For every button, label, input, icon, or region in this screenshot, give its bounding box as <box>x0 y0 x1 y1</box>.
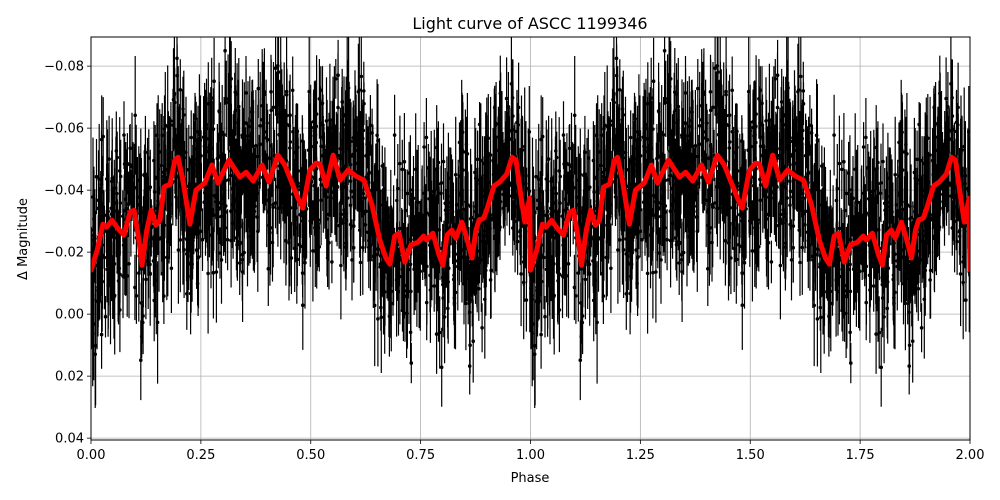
x-tick-label: 0.50 <box>296 448 325 463</box>
x-tick-label: 1.00 <box>516 448 545 463</box>
x-tick-label: 1.75 <box>846 448 875 463</box>
x-tick-label: 0.00 <box>77 448 106 463</box>
y-tick-label: −0.04 <box>44 184 84 199</box>
y-tick-label: 0.02 <box>55 370 84 385</box>
x-tick-label: 2.00 <box>956 448 985 463</box>
x-tick-label: 1.25 <box>626 448 655 463</box>
y-tick-label: −0.02 <box>44 246 84 261</box>
x-tick-label: 0.25 <box>186 448 215 463</box>
y-axis-ticks: −0.08 −0.06 −0.04 −0.02 0.00 0.02 0.04 <box>44 60 91 447</box>
x-axis-ticks: 0.00 0.25 0.50 0.75 1.00 1.25 1.50 1.75 2.00 <box>77 440 985 463</box>
chart-title: Light curve of ASCC 1199346 <box>412 14 647 33</box>
y-tick-label: 0.04 <box>55 432 84 447</box>
x-tick-label: 1.50 <box>736 448 765 463</box>
y-tick-label: −0.06 <box>44 122 84 137</box>
y-axis-label: Δ Magnitude <box>16 198 31 280</box>
x-axis-label: Phase <box>511 471 550 486</box>
x-tick-label: 0.75 <box>406 448 435 463</box>
y-tick-label: −0.08 <box>44 60 84 75</box>
model-curve <box>91 152 970 273</box>
y-tick-label: 0.00 <box>55 308 84 323</box>
